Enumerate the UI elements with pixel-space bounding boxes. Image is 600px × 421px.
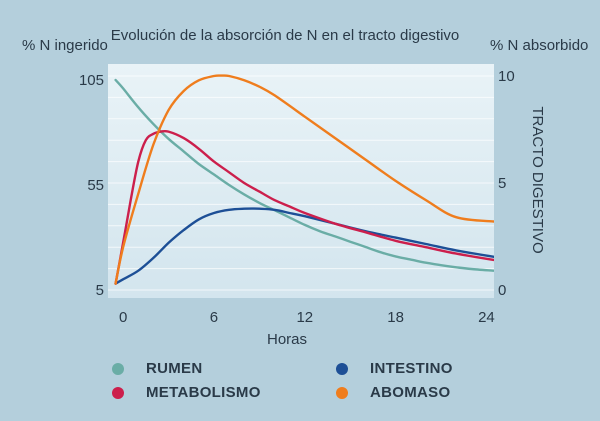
grid xyxy=(108,75,494,291)
y-left-tick-label: 55 xyxy=(87,177,104,194)
y-left-axis-label: % N ingerido xyxy=(22,37,108,54)
y-left-tick-label: 5 xyxy=(96,282,104,299)
y-left-tick-label: 105 xyxy=(79,72,104,89)
x-tick-label: 12 xyxy=(296,309,313,326)
series-layer xyxy=(114,74,494,285)
y-right-axis-label: % N absorbido xyxy=(490,37,588,54)
series-line-rumen xyxy=(114,78,494,272)
series-line-abomaso xyxy=(114,74,494,285)
plot-area xyxy=(108,64,494,298)
y-right-tick-label: 10 xyxy=(498,68,515,85)
y-right-tick-label: 5 xyxy=(498,175,506,192)
series-line-intestino xyxy=(114,207,494,285)
x-axis-label: Horas xyxy=(267,331,307,348)
x-tick-label: 24 xyxy=(478,309,495,326)
y-right-tick-label: 0 xyxy=(498,282,506,299)
x-tick-label: 6 xyxy=(210,309,218,326)
x-tick-label: 18 xyxy=(387,309,404,326)
series-line-metabolismo xyxy=(114,129,494,285)
x-tick-label: 0 xyxy=(119,309,127,326)
y-right-secondary-label: TRACTO DIGESTIVO xyxy=(529,106,546,253)
chart-title: Evolución de la absorción de N en el tra… xyxy=(111,27,460,44)
